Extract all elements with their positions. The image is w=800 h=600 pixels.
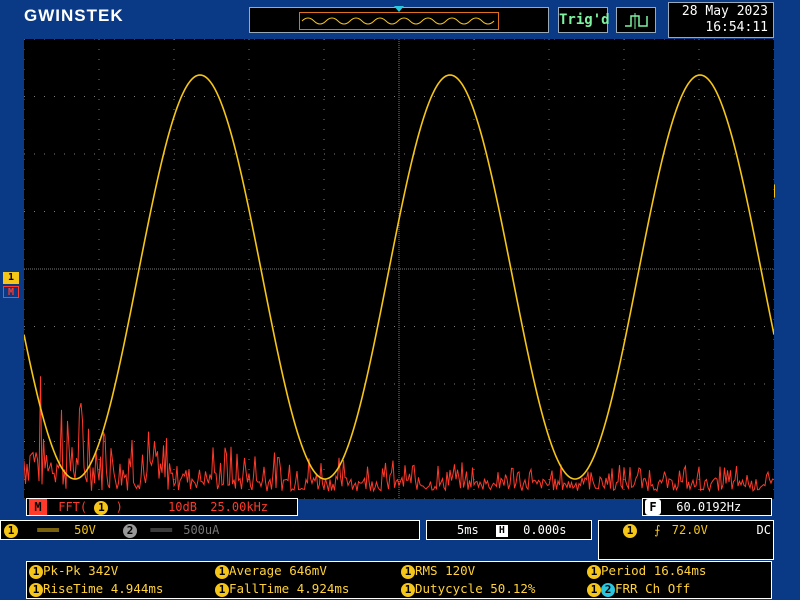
ch2-scale: 500uA xyxy=(183,523,220,537)
measurement-average: 1 Average 646mV xyxy=(215,562,327,580)
ch1-badge: 1 xyxy=(215,564,229,579)
ch1-ground-marker[interactable]: 1 xyxy=(3,272,19,284)
measurement-falltime: 1 FallTime 4.924ms xyxy=(215,580,349,598)
ch1-scale: 50V xyxy=(74,523,96,537)
measurement-pkpk: 1 Pk-Pk 342V xyxy=(29,562,118,580)
math-center-frequency: 25.00kHz xyxy=(210,500,269,514)
ch1-trace xyxy=(24,74,774,480)
ch1-source-badge: 1 xyxy=(94,500,109,515)
measurement-frr: 1 2 FRR Ch Off xyxy=(587,580,690,598)
trigger-level: 72.0V xyxy=(671,523,708,537)
ch1-badge: 1 xyxy=(4,523,18,538)
brand-logo: GWINSTEK xyxy=(24,6,124,25)
trigger-coupling: DC xyxy=(756,523,771,537)
timebase-status-bar[interactable]: 5ms H 0.000s xyxy=(426,520,592,540)
ch2-badge: 2 xyxy=(601,582,615,597)
ch1-badge: 1 xyxy=(587,582,601,597)
frequency-counter: F 60.0192Hz xyxy=(642,498,772,516)
frequency-badge: F xyxy=(645,499,661,515)
ch1-badge: 1 xyxy=(401,582,415,597)
trigger-source-badge: 1 xyxy=(623,523,637,538)
ch1-badge: 1 xyxy=(587,564,601,579)
overview-window xyxy=(299,12,499,30)
measurement-period: 1 Period 16.64ms xyxy=(587,562,706,580)
ch1-badge: 1 xyxy=(29,582,43,597)
waveform-display[interactable] xyxy=(24,39,774,499)
ch2-badge: 2 xyxy=(123,523,138,538)
math-info-bar[interactable]: M FFT( 1 ) 10dB 25.00kHz xyxy=(26,498,298,516)
math-fft-trace xyxy=(24,376,774,493)
date-time: 28 May 2023 16:54:11 xyxy=(668,2,774,38)
math-function: FFT( xyxy=(58,500,88,514)
math-badge: M xyxy=(29,499,47,515)
channel-status-bar[interactable]: 1 ═══ 50V 2 ═══ 500uA xyxy=(0,520,420,540)
rising-edge-icon: ⨍ xyxy=(654,523,661,537)
ch1-coupling: ═══ xyxy=(37,523,59,537)
timebase-scale: 5ms xyxy=(457,523,479,537)
math-position-marker[interactable]: M xyxy=(3,286,19,298)
horizontal-position-icon: H xyxy=(495,524,508,537)
graticule xyxy=(24,39,774,499)
frequency-value: 60.0192Hz xyxy=(676,500,742,514)
waveform-plot xyxy=(24,39,774,499)
trigger-status: Trig'd xyxy=(558,7,610,33)
horizontal-position: 0.000s xyxy=(523,523,567,537)
ch1-badge: 1 xyxy=(401,564,415,579)
trigger-point-icon xyxy=(394,6,404,12)
time-label: 16:54:11 xyxy=(705,20,768,35)
math-scale: 10dB xyxy=(168,500,197,514)
memory-overview[interactable] xyxy=(249,6,549,33)
trigger-mode-icon[interactable] xyxy=(616,7,656,33)
measurement-rms: 1 RMS 120V xyxy=(401,562,475,580)
measurement-risetime: 1 RiseTime 4.944ms xyxy=(29,580,163,598)
trigger-status-bar[interactable]: 1 ⨍ 72.0V DC xyxy=(598,520,774,560)
overview-waveform-icon xyxy=(301,17,495,25)
measurement-dutycycle: 1 Dutycycle 50.12% xyxy=(401,580,535,598)
date-label: 28 May 2023 xyxy=(681,4,768,19)
ch1-badge: 1 xyxy=(29,564,43,579)
math-function-close: ) xyxy=(115,500,123,514)
measurement-panel[interactable]: 1 Pk-Pk 342V 1 Average 646mV 1 RMS 120V 1 Pe… xyxy=(26,561,772,599)
ch2-coupling: ═══ xyxy=(150,523,172,537)
ch1-badge: 1 xyxy=(215,582,229,597)
